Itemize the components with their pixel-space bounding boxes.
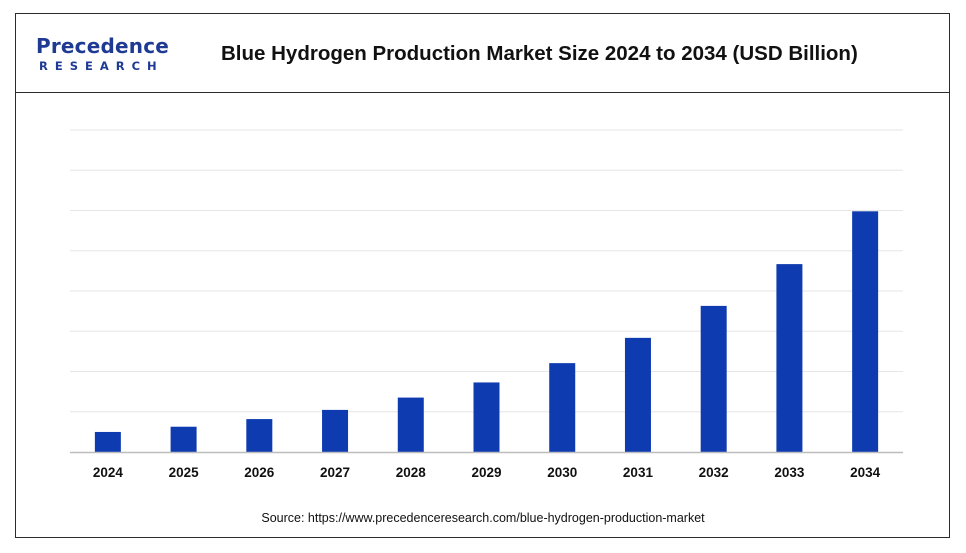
logo-subtitle: RESEARCH: [39, 59, 164, 73]
bar-2024: [94, 431, 121, 452]
bar-2026: [246, 419, 273, 452]
x-tick-label: 2032: [699, 465, 729, 480]
bar-2034: [852, 211, 879, 452]
x-tick-label: 2030: [547, 465, 577, 480]
x-tick-label: 2033: [774, 465, 805, 480]
brand-logo: Precedence RESEARCH: [36, 34, 186, 78]
source-note: Source: https://www.precedenceresearch.c…: [261, 511, 705, 525]
logo-wordmark: Precedence: [36, 34, 170, 58]
x-tick-label: 2034: [850, 465, 881, 480]
bar-2031: [624, 337, 651, 452]
bar-2030: [549, 363, 576, 452]
x-tick-label: 2025: [169, 465, 200, 480]
x-tick-label: 2028: [396, 465, 427, 480]
bar-2032: [700, 305, 727, 452]
bar-2028: [397, 397, 424, 452]
x-tick-label: 2031: [623, 465, 654, 480]
bar-2033: [776, 264, 803, 452]
bar-2025: [170, 426, 197, 452]
chart-frame: Precedence RESEARCH Blue Hydrogen Produc…: [15, 13, 950, 538]
x-tick-label: 2024: [93, 465, 124, 480]
bar-2029: [473, 382, 500, 452]
chart-header: Precedence RESEARCH Blue Hydrogen Produc…: [16, 14, 949, 93]
chart-title: Blue Hydrogen Production Market Size 202…: [221, 42, 858, 65]
x-tick-label: 2029: [471, 465, 501, 480]
x-tick-label: 2027: [320, 465, 350, 480]
bar-2027: [322, 409, 349, 452]
x-tick-label: 2026: [244, 465, 275, 480]
